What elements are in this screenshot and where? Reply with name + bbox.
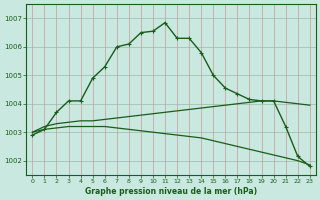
X-axis label: Graphe pression niveau de la mer (hPa): Graphe pression niveau de la mer (hPa) bbox=[85, 187, 257, 196]
